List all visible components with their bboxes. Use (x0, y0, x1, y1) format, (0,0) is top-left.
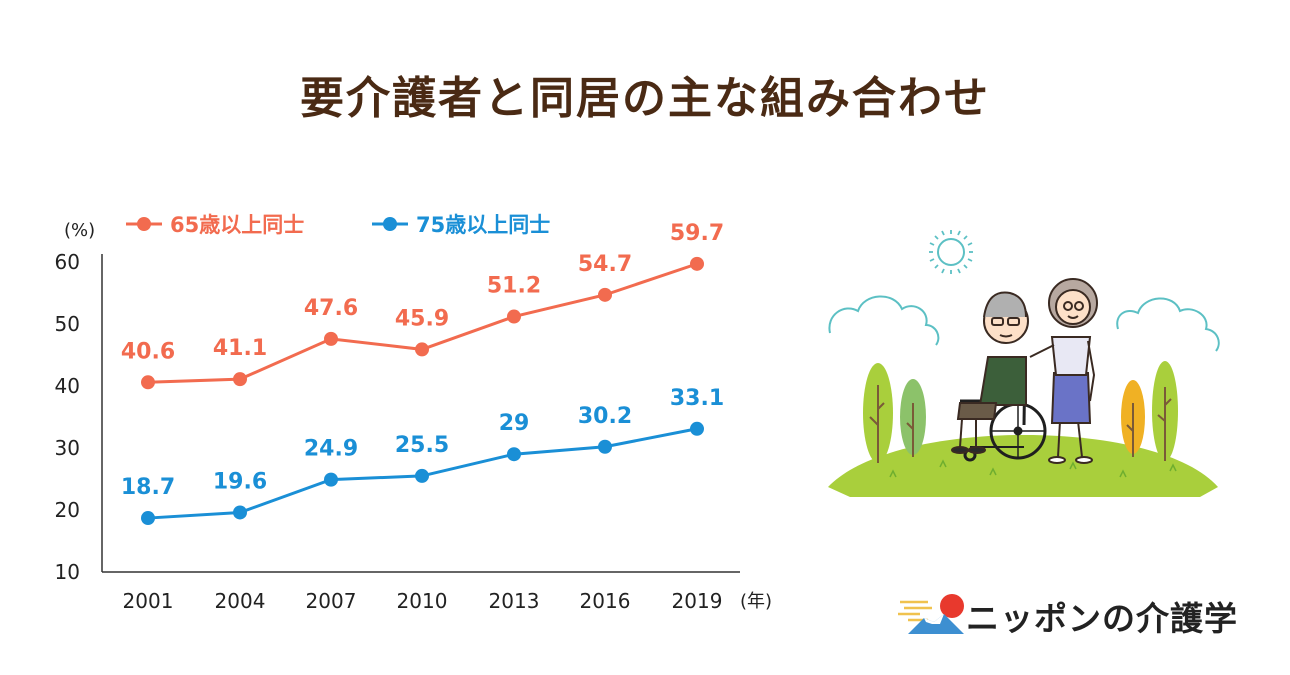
data-point (598, 287, 612, 302)
data-point (690, 256, 704, 271)
sun-icon (929, 230, 973, 274)
data-point (507, 309, 521, 324)
legend-swatch-marker (137, 217, 151, 231)
data-label: 29 (499, 411, 530, 436)
x-tick-label: 2019 (672, 589, 723, 613)
data-point (141, 511, 155, 526)
tree-icon (900, 379, 926, 457)
data-label: 24.9 (304, 437, 358, 462)
mount-fuji-logo-icon (898, 594, 964, 634)
tree-icon (863, 363, 893, 463)
y-tick-label: 50 (55, 312, 80, 336)
caregiver-figure (1029, 278, 1098, 464)
x-tick-label: 2013 (489, 589, 540, 613)
x-tick-label: 2007 (306, 589, 357, 613)
cloud-left-icon (828, 295, 940, 346)
data-point (324, 331, 338, 346)
legend-label: 65歳以上同士 (170, 213, 304, 237)
data-label: 51.2 (487, 274, 541, 299)
data-point (415, 468, 429, 483)
x-tick-label: 2001 (123, 589, 174, 613)
cloud-right-icon (1116, 297, 1220, 352)
y-tick-label: 60 (55, 250, 80, 274)
line-chart: 10 20 30 40 50 60 (%) 2001 2004 2007 2010 2013 2016 2… (55, 213, 773, 613)
patient-figure (951, 291, 1029, 454)
data-point (507, 447, 521, 462)
brand-logo-text: ニッポンの介護学 (966, 599, 1238, 638)
brand-logo: ニッポンの介護学 (898, 588, 1258, 640)
caregiver-wheelchair-illustration (828, 230, 1220, 497)
data-point (324, 472, 338, 487)
data-label: 47.6 (304, 296, 358, 321)
data-label: 59.7 (670, 221, 724, 246)
data-label: 41.1 (213, 336, 267, 361)
y-tick-label: 30 (55, 436, 80, 460)
legend-swatch-marker (383, 217, 397, 231)
y-axis-unit-label: (%) (64, 220, 95, 241)
y-tick-label: 20 (55, 498, 80, 522)
data-point (233, 505, 247, 520)
tree-icon (1121, 380, 1145, 457)
data-label: 45.9 (395, 306, 449, 331)
page-title: 要介護者と同居の主な組み合わせ (300, 73, 990, 124)
data-point (598, 439, 612, 454)
x-tick-label: 2010 (397, 589, 448, 613)
legend-label: 75歳以上同士 (416, 213, 550, 237)
data-label: 54.7 (578, 252, 632, 277)
y-tick-label: 10 (55, 560, 80, 584)
data-label: 33.1 (670, 386, 724, 411)
data-label: 40.6 (121, 339, 175, 364)
grass-hill (828, 435, 1218, 497)
data-label: 18.7 (121, 475, 175, 500)
x-tick-label: 2004 (215, 589, 266, 613)
data-label: 19.6 (213, 469, 267, 494)
tree-icon (1152, 361, 1178, 461)
x-tick-label: 2016 (580, 589, 631, 613)
data-point (415, 342, 429, 357)
x-axis-unit-label: (年) (740, 591, 772, 612)
data-label: 30.2 (578, 404, 632, 429)
data-point (141, 375, 155, 390)
data-label: 25.5 (395, 433, 449, 458)
y-tick-label: 40 (55, 374, 80, 398)
data-point (690, 421, 704, 436)
data-point (233, 372, 247, 387)
